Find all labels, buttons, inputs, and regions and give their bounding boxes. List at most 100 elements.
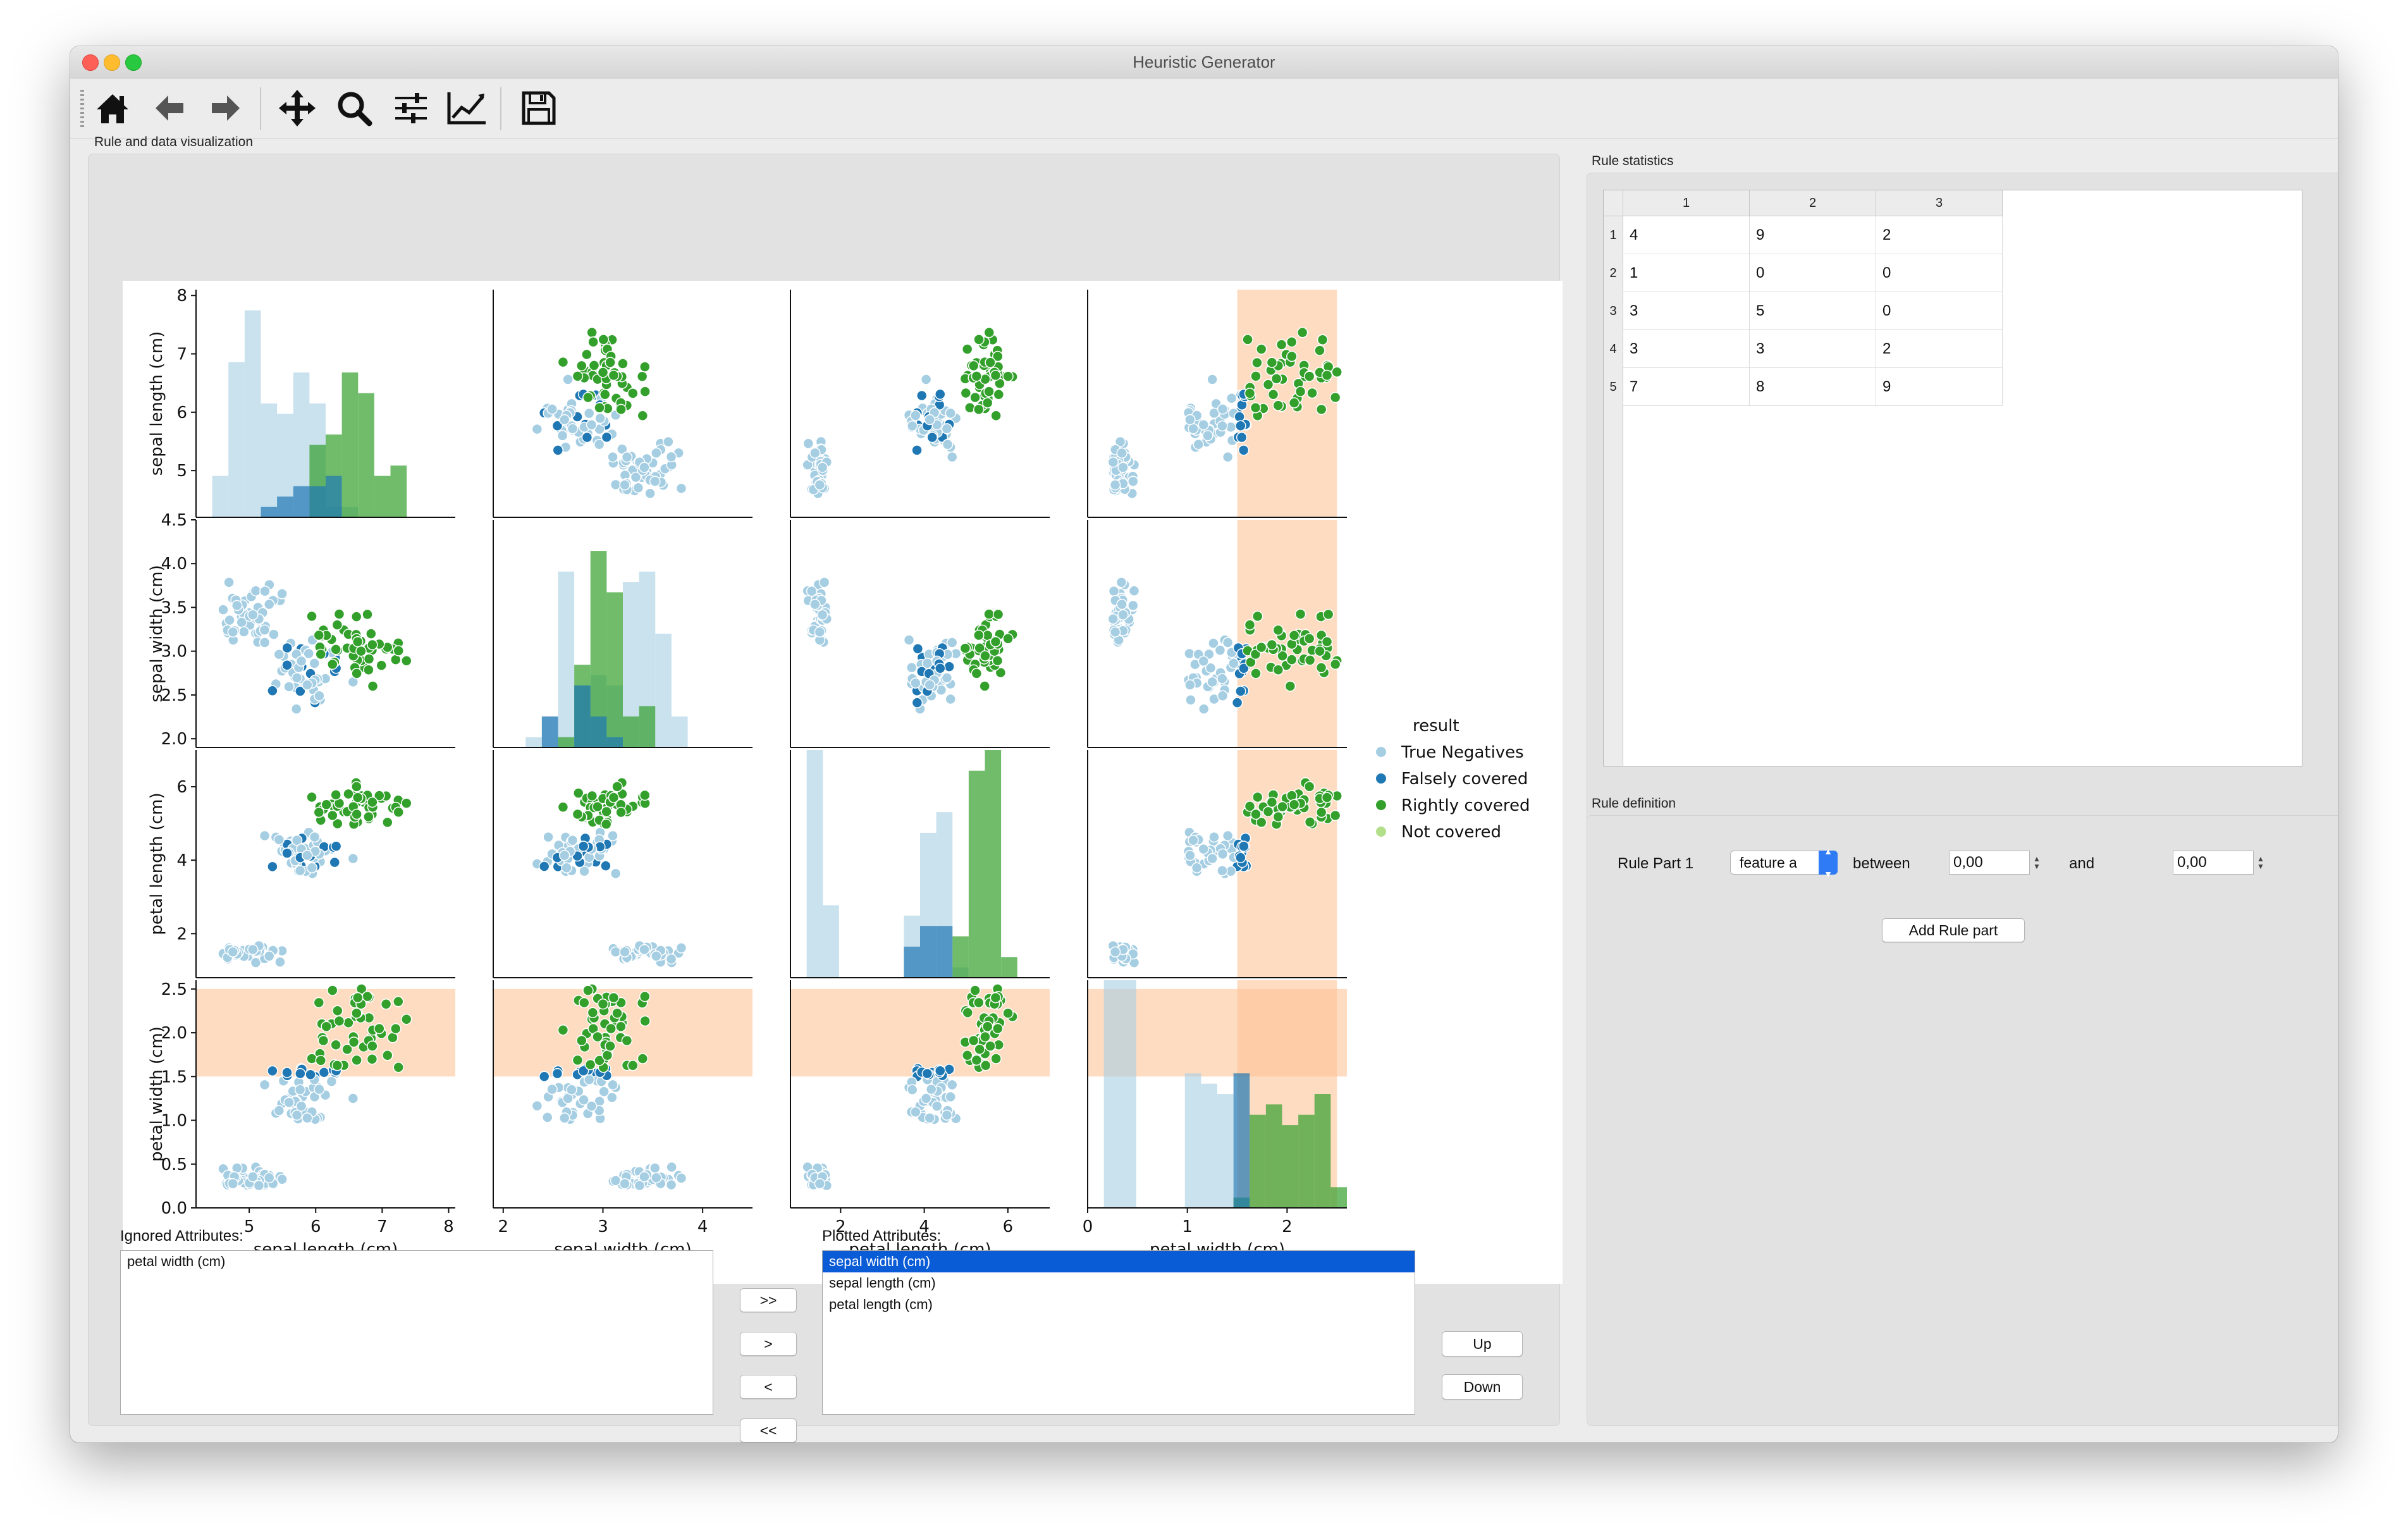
list-item[interactable]: petal width (cm) bbox=[127, 1253, 226, 1269]
zoom-icon bbox=[338, 92, 372, 126]
table-cell[interactable]: 8 bbox=[1750, 368, 1876, 406]
column-header[interactable]: 2 bbox=[1750, 190, 1876, 216]
scatter-point bbox=[267, 1065, 278, 1077]
table-cell[interactable]: 4 bbox=[1623, 216, 1750, 254]
scatter-point bbox=[1315, 806, 1327, 818]
scatter-point bbox=[925, 1083, 937, 1095]
list-item[interactable]: sepal length (cm) bbox=[829, 1275, 936, 1291]
lower-bound-stepper[interactable]: ▲ ▼ bbox=[2033, 854, 2041, 871]
pairplot-canvas[interactable]: 5 6 7 8 sepal length (cm) 2.0 2.5 3.0 3.5 4.0 4.5 s… bbox=[123, 281, 1563, 1284]
scatter-point bbox=[1244, 388, 1256, 399]
table-cell[interactable]: 0 bbox=[1876, 254, 2003, 292]
plotted-attributes-list[interactable]: sepal width (cm) sepal length (cm) petal… bbox=[822, 1250, 1415, 1415]
row-header[interactable]: 2 bbox=[1609, 266, 1617, 280]
row-header[interactable]: 3 bbox=[1609, 304, 1617, 318]
table-cell[interactable]: 5 bbox=[1750, 292, 1876, 330]
move-all-left-button[interactable]: << bbox=[740, 1418, 797, 1443]
scatter-point bbox=[630, 471, 642, 483]
move-all-right-button[interactable]: >> bbox=[740, 1288, 797, 1312]
table-cell[interactable]: 0 bbox=[1750, 254, 1876, 292]
scatter-point bbox=[651, 950, 662, 962]
table-cell[interactable]: 3 bbox=[1623, 292, 1750, 330]
configure-subplots-button[interactable] bbox=[388, 87, 434, 129]
lower-bound-input[interactable]: 0,00 bbox=[1949, 851, 2030, 875]
scatter-point bbox=[974, 642, 985, 654]
table-cell[interactable]: 1 bbox=[1623, 254, 1750, 292]
scatter-point bbox=[1188, 834, 1199, 846]
histogram-bar bbox=[606, 737, 623, 747]
histogram-bar bbox=[1265, 1104, 1282, 1208]
toolbar-grip[interactable] bbox=[80, 90, 84, 128]
table-cell[interactable]: 0 bbox=[1876, 292, 2003, 330]
table-cell[interactable]: 9 bbox=[1750, 216, 1876, 254]
scatter-point bbox=[577, 840, 589, 852]
move-left-button[interactable]: < bbox=[740, 1375, 797, 1399]
scatter-point bbox=[990, 410, 1002, 422]
ignored-attributes-list[interactable]: petal width (cm) bbox=[120, 1250, 713, 1415]
back-button[interactable] bbox=[147, 87, 192, 129]
scatter-point bbox=[946, 1079, 958, 1091]
add-rule-part-button[interactable]: Add Rule part bbox=[1882, 918, 2025, 942]
scatter-point bbox=[971, 1054, 983, 1066]
row-header[interactable]: 5 bbox=[1609, 379, 1617, 394]
legend-entry: Rightly covered bbox=[1401, 796, 1530, 815]
column-header[interactable]: 1 bbox=[1623, 190, 1750, 216]
scatter-point bbox=[1202, 430, 1213, 441]
scatter-point bbox=[317, 1035, 329, 1047]
minimize-window-button[interactable] bbox=[104, 54, 120, 71]
scatter-point bbox=[351, 808, 362, 820]
upper-bound-stepper[interactable]: ▲ ▼ bbox=[2257, 854, 2264, 871]
table-cell[interactable]: 2 bbox=[1876, 330, 2003, 368]
scatter-point bbox=[363, 653, 375, 665]
scatter-point bbox=[911, 697, 923, 708]
move-down-button[interactable]: Down bbox=[1442, 1374, 1523, 1400]
move-up-button[interactable]: Up bbox=[1442, 1331, 1523, 1357]
scatter-point bbox=[651, 447, 662, 459]
scatter-point bbox=[1272, 811, 1284, 823]
row-header[interactable]: 1 bbox=[1609, 228, 1617, 242]
back-arrow-icon bbox=[156, 95, 183, 121]
home-button[interactable] bbox=[90, 87, 135, 129]
feature-select[interactable]: feature a ▲ ▼ bbox=[1730, 846, 1838, 879]
between-label: between bbox=[1853, 855, 1910, 872]
save-button[interactable] bbox=[516, 87, 562, 129]
scatter-point bbox=[263, 1172, 275, 1184]
table-cell[interactable]: 3 bbox=[1623, 330, 1750, 368]
scatter-point bbox=[814, 626, 826, 638]
pan-button[interactable] bbox=[274, 87, 320, 129]
column-header[interactable]: 3 bbox=[1876, 190, 2003, 216]
scatter-point bbox=[1235, 420, 1246, 432]
row-header[interactable]: 4 bbox=[1609, 341, 1617, 356]
scatter-point bbox=[990, 369, 1002, 381]
scatter-point bbox=[1242, 334, 1253, 345]
zoom-window-button[interactable] bbox=[125, 54, 142, 71]
table-corner[interactable] bbox=[1604, 190, 1623, 216]
scatter-point bbox=[1270, 373, 1282, 384]
table-cell[interactable]: 3 bbox=[1750, 330, 1876, 368]
scatter-point bbox=[615, 1021, 627, 1032]
forward-button[interactable] bbox=[203, 87, 249, 129]
scatter-point bbox=[600, 860, 611, 871]
scatter-point bbox=[934, 663, 946, 674]
table-cell[interactable]: 7 bbox=[1623, 368, 1750, 406]
scatter-point bbox=[981, 397, 993, 409]
move-right-button[interactable]: > bbox=[740, 1332, 797, 1356]
scatter-point bbox=[263, 950, 275, 962]
upper-bound-input[interactable]: 0,00 bbox=[2173, 851, 2254, 875]
scatter-point bbox=[351, 668, 362, 679]
list-item[interactable]: sepal width (cm) bbox=[823, 1251, 1415, 1272]
tick-label: 2 bbox=[176, 925, 187, 944]
close-window-button[interactable] bbox=[82, 54, 99, 71]
edit-axes-button[interactable] bbox=[445, 87, 490, 129]
list-item[interactable]: petal length (cm) bbox=[829, 1296, 933, 1312]
table-cell[interactable]: 2 bbox=[1876, 216, 2003, 254]
table-cell[interactable]: 9 bbox=[1876, 368, 2003, 406]
scatter-point bbox=[1235, 686, 1246, 697]
scatter-point bbox=[223, 577, 235, 588]
scatter-point bbox=[1251, 610, 1263, 622]
zoom-button[interactable] bbox=[331, 87, 377, 129]
scatter-point bbox=[601, 431, 613, 443]
tick-label: 4 bbox=[697, 1217, 708, 1236]
scatter-point bbox=[263, 598, 275, 610]
